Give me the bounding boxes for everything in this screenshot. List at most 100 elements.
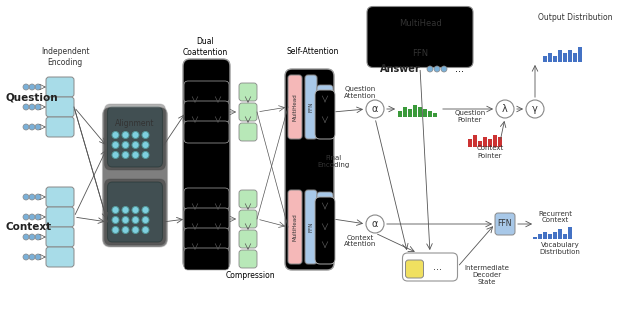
Circle shape [29,214,35,220]
Text: Context: Context [6,222,52,232]
Bar [558,50,562,62]
FancyBboxPatch shape [46,97,74,117]
Bar [418,107,422,117]
Bar [473,135,477,147]
FancyBboxPatch shape [305,190,317,264]
Circle shape [29,84,35,90]
Circle shape [122,227,129,233]
Bar [413,105,417,117]
Circle shape [112,227,119,233]
Text: Independent
Encoding: Independent Encoding [41,47,89,67]
Bar [553,232,557,239]
Text: Recurrent
Context: Recurrent Context [538,211,572,223]
Text: FFN: FFN [308,222,314,232]
Text: FFN: FFN [308,102,314,112]
FancyBboxPatch shape [367,7,473,67]
FancyBboxPatch shape [184,101,229,123]
Bar [543,56,547,62]
Text: Dual
Coattention: Dual Coattention [182,37,228,57]
FancyBboxPatch shape [209,190,227,208]
FancyBboxPatch shape [239,103,257,121]
Circle shape [29,194,35,200]
FancyBboxPatch shape [317,85,333,99]
Circle shape [142,151,149,159]
Circle shape [132,131,139,139]
Circle shape [35,254,41,260]
Text: Self-Attention: Self-Attention [287,47,339,57]
Circle shape [122,131,129,139]
FancyBboxPatch shape [406,260,424,278]
Circle shape [35,124,41,130]
Circle shape [434,66,440,72]
FancyBboxPatch shape [239,83,257,101]
FancyBboxPatch shape [46,207,74,227]
Bar [468,139,472,147]
Text: Question
Attention: Question Attention [344,85,376,98]
Text: α: α [372,104,378,114]
Circle shape [142,227,149,233]
Circle shape [526,100,544,118]
FancyBboxPatch shape [104,104,166,170]
Text: ...: ... [433,262,442,272]
FancyBboxPatch shape [184,188,229,210]
Circle shape [23,104,29,110]
FancyBboxPatch shape [285,69,334,270]
Text: Compression: Compression [225,270,275,280]
Text: Question
Pointer: Question Pointer [454,111,486,124]
Circle shape [142,131,149,139]
Bar [563,53,567,62]
Circle shape [142,216,149,223]
FancyBboxPatch shape [305,75,317,139]
FancyBboxPatch shape [209,103,227,121]
Circle shape [366,215,384,233]
Circle shape [23,124,29,130]
Circle shape [441,66,447,72]
Circle shape [122,216,129,223]
Circle shape [122,142,129,148]
Text: Final
Encoding: Final Encoding [317,154,349,167]
Bar [538,234,542,239]
Circle shape [112,206,119,214]
FancyBboxPatch shape [186,190,204,208]
FancyBboxPatch shape [287,187,332,267]
Bar [568,50,572,62]
FancyBboxPatch shape [46,227,74,247]
Text: ...: ... [456,64,465,74]
FancyBboxPatch shape [184,121,229,143]
FancyBboxPatch shape [186,83,204,101]
Text: α: α [372,219,378,229]
Bar [548,234,552,239]
Bar [478,141,482,147]
FancyBboxPatch shape [239,210,257,228]
FancyBboxPatch shape [209,210,227,228]
Text: FFN: FFN [498,219,512,229]
FancyBboxPatch shape [287,72,332,142]
FancyBboxPatch shape [317,123,333,137]
FancyBboxPatch shape [317,212,333,226]
FancyBboxPatch shape [102,107,168,247]
Circle shape [23,234,29,240]
Bar [483,137,487,147]
FancyBboxPatch shape [186,230,204,248]
FancyBboxPatch shape [108,182,163,242]
Bar [533,236,537,239]
FancyBboxPatch shape [183,59,230,269]
FancyBboxPatch shape [186,123,204,141]
FancyBboxPatch shape [317,230,333,244]
FancyBboxPatch shape [46,187,74,207]
Bar [428,111,432,117]
Circle shape [23,214,29,220]
FancyBboxPatch shape [288,190,302,264]
FancyBboxPatch shape [370,12,470,37]
Circle shape [366,100,384,118]
Text: MultiHead: MultiHead [292,213,298,241]
Bar [493,135,497,147]
FancyBboxPatch shape [186,103,204,121]
Circle shape [132,206,139,214]
Circle shape [35,84,41,90]
FancyBboxPatch shape [209,123,227,141]
FancyBboxPatch shape [46,247,74,267]
FancyBboxPatch shape [317,105,333,119]
Circle shape [132,142,139,148]
Bar [403,107,407,117]
